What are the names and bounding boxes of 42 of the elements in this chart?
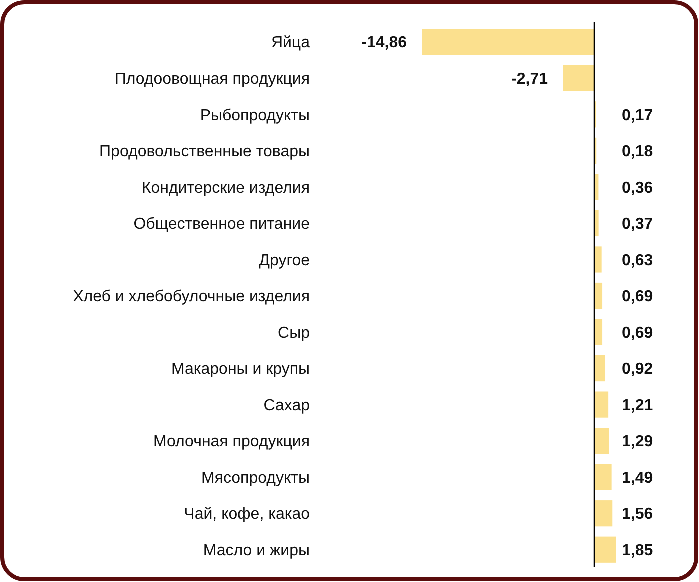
data-label: 0,69 [622,288,654,306]
bar [594,210,599,237]
y-tick-label: Макароны и крупы [172,361,310,378]
y-tick-label: Плодоовощная продукция [114,71,310,88]
y-tick-label: Сахар [264,397,310,414]
y-tick-label: Яйца [271,34,310,52]
bar [594,536,616,563]
bar [594,246,602,273]
y-tick-label: Молочная продукция [153,434,310,451]
data-label: 0,17 [622,107,654,124]
data-label: 0,92 [622,361,654,378]
y-tick-label: Общественное питание [134,216,310,234]
y-tick-label: Мясопродукты [201,470,310,487]
data-label: 1,21 [622,397,654,414]
bar [594,464,612,490]
data-label: 1,56 [622,506,654,524]
data-label: 0,36 [622,180,654,197]
data-label: -2,71 [512,71,548,88]
y-tick-label: Хлеб и хлебобулочные изделия [73,288,310,306]
y-tick-label: Сыр [278,324,310,342]
bar [594,428,610,454]
bar [563,65,595,92]
data-label: 1,85 [622,542,654,560]
bar [594,355,606,382]
bar [594,392,609,418]
data-label: 1,49 [622,470,654,487]
data-label: 0,18 [622,144,654,161]
data-label: 0,37 [622,216,654,234]
bar [422,29,595,56]
data-label: 0,69 [622,324,654,342]
y-tick-label: Масло и жиры [203,542,310,560]
y-tick-label: Кондитерские изделия [142,180,310,197]
y-tick-label: Рыбопродукты [200,107,310,124]
data-label: -14,86 [362,34,408,52]
y-tick-label: Другое [259,252,310,270]
bar [594,500,613,527]
bar [594,282,603,310]
data-label: 0,63 [622,252,654,270]
bar [594,319,603,346]
data-label: 1,29 [622,434,654,451]
y-tick-label: Продовольственные товары [100,144,310,161]
y-tick-label: Чай, кофе, какао [184,506,310,524]
